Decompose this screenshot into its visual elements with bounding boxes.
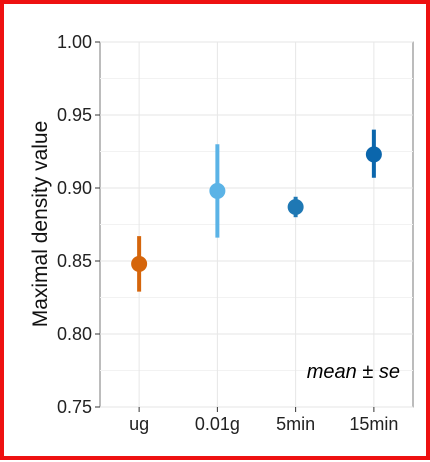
annotation-text: mean ± se	[307, 361, 400, 383]
y-tick-label: 0.75	[57, 397, 92, 417]
y-tick-label: 1.00	[57, 32, 92, 52]
y-tick-label: 0.80	[57, 324, 92, 344]
x-tick-label: 15min	[349, 414, 398, 434]
x-tick-label: 0.01g	[195, 414, 240, 434]
mean-point	[131, 255, 148, 272]
y-axis-label: Maximal density value	[29, 121, 52, 328]
x-tick-label: ug	[129, 414, 149, 434]
x-axis-ticks: ug 0.01g 5min 15min	[129, 407, 398, 434]
minor-gridlines	[100, 78, 413, 371]
mean-point	[365, 146, 382, 163]
mean-point	[287, 198, 304, 215]
y-tick-label: 0.85	[57, 251, 92, 271]
y-tick-label: 0.90	[57, 178, 92, 198]
y-axis-ticks: 0.75 0.80 0.85 0.90 0.95 1.00	[57, 32, 100, 417]
data-marks	[131, 129, 382, 292]
x-tick-label: 5min	[276, 414, 315, 434]
y-tick-label: 0.95	[57, 105, 92, 125]
plot-panel: 0.75 0.80 0.85 0.90 0.95 1.00 ug 0.01g 5min 15mi…	[57, 32, 414, 434]
mean-point	[209, 182, 226, 199]
